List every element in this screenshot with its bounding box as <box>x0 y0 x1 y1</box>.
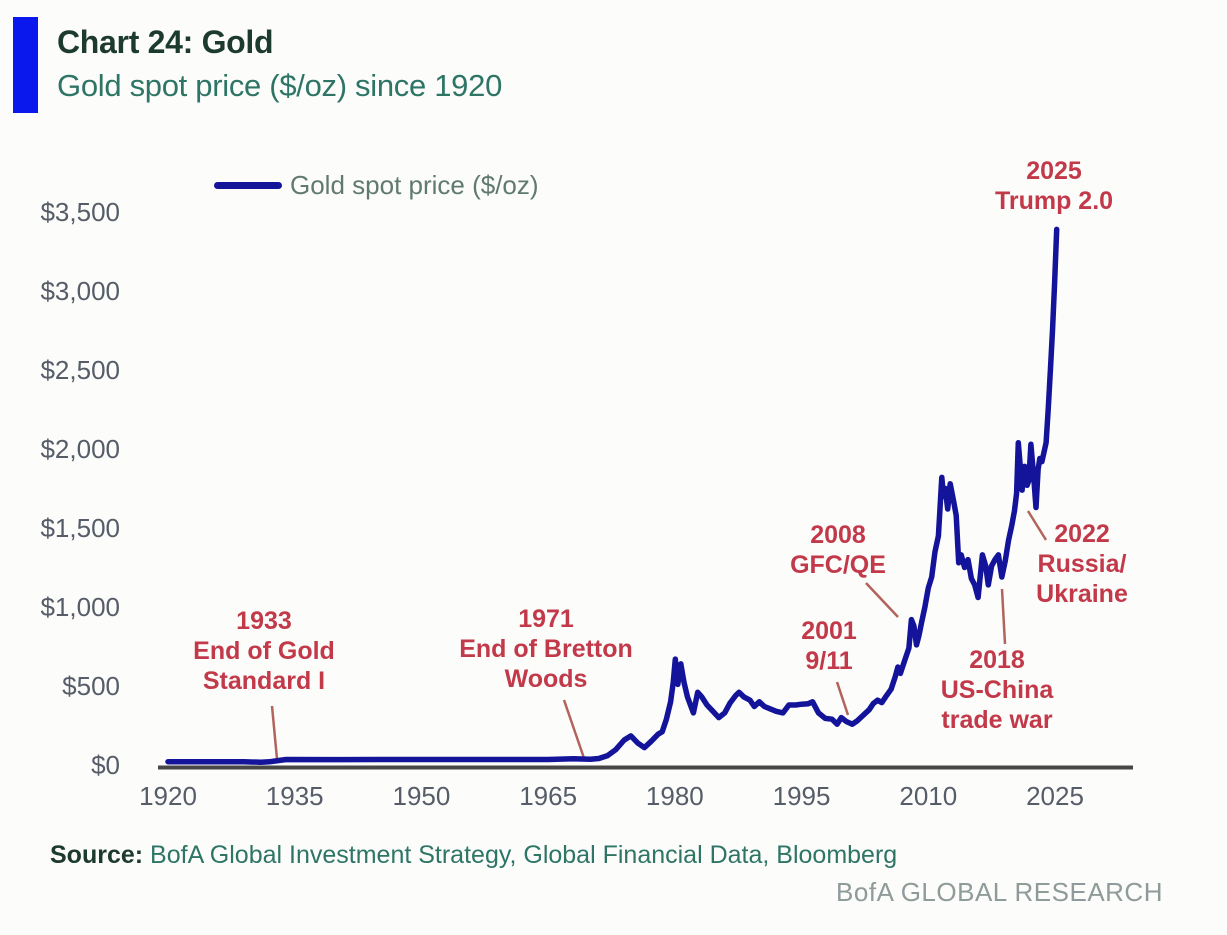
annotation-2022: 2022 Russia/ Ukraine <box>1036 520 1128 608</box>
annotation-2025: 2025 Trump 2.0 <box>994 157 1114 215</box>
x-tick-label: 2010 <box>899 781 958 811</box>
annotation-leader-1971 <box>562 699 587 762</box>
legend-line-swatch <box>214 182 282 189</box>
y-tick-label: $2,000 <box>40 434 120 464</box>
annotation-2001: 2001 9/11 <box>801 617 857 675</box>
x-tick-label: 1965 <box>519 781 578 811</box>
annotation-leader-2001 <box>835 681 850 716</box>
x-tick-label: 2025 <box>1026 781 1084 811</box>
annotation-2008: 2008 GFC/QE <box>790 521 886 579</box>
y-tick-label: $0 <box>91 750 120 780</box>
chart-title: Chart 24: Gold <box>57 24 274 60</box>
annotation-1933: 1933 End of Gold Standard I <box>193 607 335 695</box>
annotation-1971: 1971 End of Bretton Woods <box>459 605 633 693</box>
y-tick-label: $500 <box>62 671 120 701</box>
annotation-leader-2008 <box>865 582 899 618</box>
x-tick-label: 1935 <box>265 781 324 811</box>
legend-label: Gold spot price ($/oz) <box>290 170 539 200</box>
x-tick-label: 1950 <box>392 781 451 811</box>
bofa-global-research-brand: BofA GLOBAL RESEARCH <box>836 877 1163 907</box>
gold-price-series-line <box>165 226 1060 766</box>
source-text: BofA Global Investment Strategy, Global … <box>143 841 898 869</box>
source-label: Source: <box>50 841 144 869</box>
chart-subtitle: Gold spot price ($/oz) since 1920 <box>57 68 503 103</box>
annotation-leader-2018 <box>1000 588 1007 645</box>
y-tick-label: $1,000 <box>40 592 120 622</box>
x-tick-label: 1995 <box>772 781 831 811</box>
y-tick-label: $3,000 <box>40 276 120 306</box>
title-accent-bar <box>13 17 38 113</box>
annotation-leader-1933 <box>270 705 279 760</box>
y-tick-label: $1,500 <box>40 513 120 543</box>
annotation-leader-2022 <box>1026 510 1048 541</box>
annotation-2018: 2018 US-China trade war <box>940 646 1054 734</box>
y-tick-label: $3,500 <box>40 197 120 227</box>
x-tick-label: 1980 <box>645 781 704 811</box>
source-line: Source: BofA Global Investment Strategy,… <box>50 841 897 870</box>
x-tick-label: 1920 <box>139 781 197 811</box>
y-tick-label: $2,500 <box>40 355 120 385</box>
